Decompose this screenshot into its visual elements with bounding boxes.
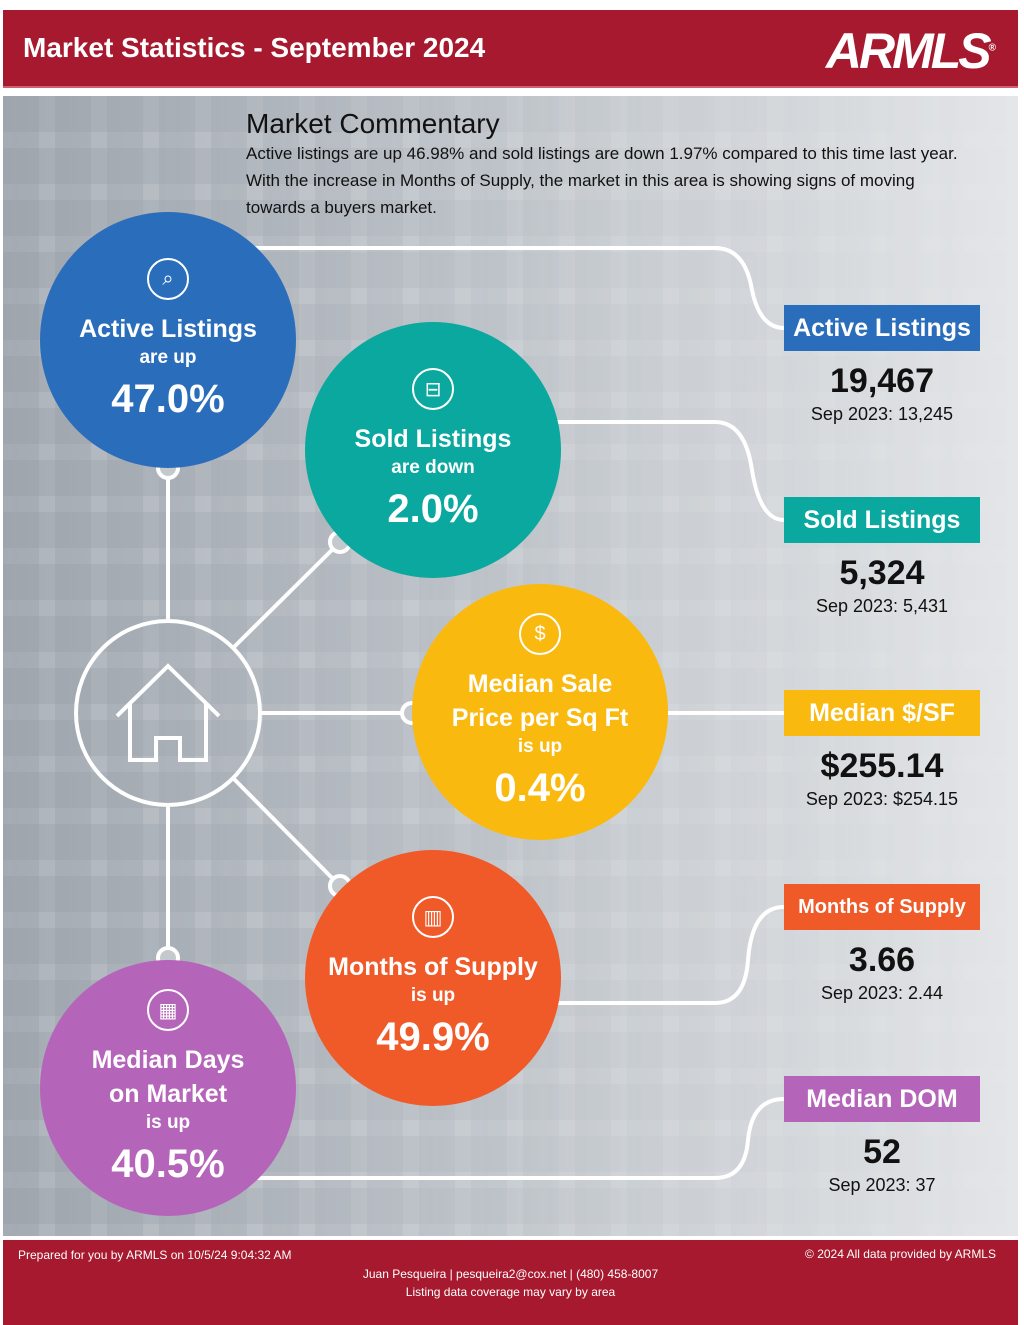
median-dom-circle: ▦ Median Days on Market is up 40.5% xyxy=(40,960,296,1216)
stat-previous: Sep 2023: 37 xyxy=(828,1175,936,1195)
stat-label: Median DOM xyxy=(784,1076,980,1122)
header: Market Statistics - September 2024 ARMLS… xyxy=(3,10,1018,88)
stat-label: Median $/SF xyxy=(784,690,980,736)
circle-direction: are down xyxy=(391,457,475,478)
stat-label: Months of Supply xyxy=(784,884,980,930)
circle-percent: 49.9% xyxy=(376,1015,490,1059)
stat-median-dom: Median DOM 52 Sep 2023: 37 xyxy=(764,1076,1000,1196)
median-price-circle: $ Median Sale Price per Sq Ft is up 0.4% xyxy=(412,584,668,840)
footer: Prepared for you by ARMLS on 10/5/24 9:0… xyxy=(3,1240,1018,1325)
prepared-text: Prepared for you by ARMLS on 10/5/24 9:0… xyxy=(18,1248,292,1262)
stat-value: 19,467 xyxy=(830,362,934,400)
stat-label: Sold Listings xyxy=(784,497,980,543)
stat-previous: Sep 2023: 2.44 xyxy=(820,983,944,1003)
stat-label: Active Listings xyxy=(784,305,980,351)
house-icon xyxy=(74,619,262,807)
stat-previous: Sep 2023: 13,245 xyxy=(810,404,954,424)
circle-percent: 47.0% xyxy=(111,377,225,421)
circle-percent: 2.0% xyxy=(387,487,479,531)
circle-label: Sold Listings xyxy=(354,425,512,453)
sold-listings-circle: ⊟ Sold Listings are down 2.0% xyxy=(305,322,561,578)
stat-sold-listings: Sold Listings 5,324 Sep 2023: 5,431 xyxy=(764,497,1000,617)
page-title: Market Statistics - September 2024 xyxy=(23,32,486,63)
stat-value: 3.66 xyxy=(848,941,916,979)
stat-active-listings: Active Listings 19,467 Sep 2023: 13,245 xyxy=(764,305,1000,425)
active-listings-circle: ⌕ Active Listings are up 47.0% xyxy=(40,212,296,468)
months-supply-circle: ▥ Months of Supply is up 49.9% xyxy=(305,850,561,1106)
house-dollar-icon: $ xyxy=(519,613,561,655)
commentary-text: Active listings are up 46.98% and sold l… xyxy=(246,144,958,217)
stat-previous: Sep 2023: 5,431 xyxy=(815,596,949,616)
circle-label: Active Listings xyxy=(79,315,257,343)
circle-direction: is up xyxy=(145,1112,191,1133)
circle-direction: are up xyxy=(139,347,197,368)
stat-months-supply: Months of Supply 3.66 Sep 2023: 2.44 xyxy=(764,884,1000,1004)
circle-label: Median Sale Price per Sq Ft xyxy=(451,670,629,732)
copyright-text: © 2024 All data provided by ARMLS xyxy=(805,1247,996,1261)
sign-icon: ⊟ xyxy=(412,368,454,410)
stat-previous: Sep 2023: $254.15 xyxy=(805,789,959,809)
stat-median-psf: Median $/SF $255.14 Sep 2023: $254.15 xyxy=(764,690,1000,810)
commentary-title: Market Commentary xyxy=(246,108,500,139)
circle-label: Months of Supply xyxy=(328,953,538,981)
chart-icon: ▥ xyxy=(412,896,454,938)
circle-percent: 0.4% xyxy=(494,766,586,810)
coverage-note: Listing data coverage may vary by area xyxy=(405,1285,616,1299)
calendar-icon: ▦ xyxy=(147,989,189,1031)
circle-direction: is up xyxy=(410,985,456,1006)
stat-value: $255.14 xyxy=(820,747,944,785)
house-search-icon: ⌕ xyxy=(147,258,189,300)
contact-text: Juan Pesqueira | pesqueira2@cox.net | (4… xyxy=(362,1267,659,1281)
market-commentary: Market Commentary Active listings are up… xyxy=(246,108,976,221)
stat-value: 5,324 xyxy=(839,554,925,592)
circle-direction: is up xyxy=(517,736,563,757)
armls-logo: ARMLS® xyxy=(825,23,996,79)
circle-percent: 40.5% xyxy=(111,1142,225,1186)
circle-label: Median Days on Market xyxy=(91,1046,245,1108)
stat-value: 52 xyxy=(863,1133,901,1171)
